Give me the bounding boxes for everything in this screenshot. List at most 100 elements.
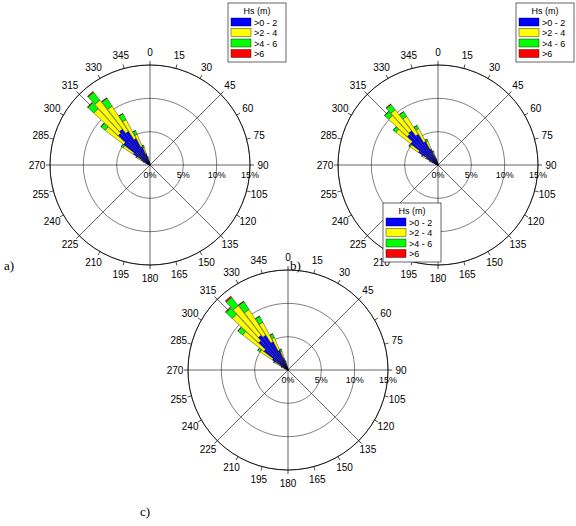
angle-tick xyxy=(123,262,124,266)
angle-label: 75 xyxy=(392,335,404,346)
rose-segment xyxy=(238,327,241,331)
rose-segment xyxy=(286,369,288,370)
rose-segment xyxy=(409,144,412,147)
angle-label: 315 xyxy=(62,80,79,91)
rose-segment xyxy=(424,141,438,165)
wave-rose: 0153045607590105120135150165180195210225… xyxy=(4,3,286,284)
angle-label: 300 xyxy=(182,308,199,319)
ring-label: 15% xyxy=(379,375,397,385)
angle-tick xyxy=(261,467,262,471)
rose-segment xyxy=(400,112,407,119)
angle-tick xyxy=(50,138,54,139)
rose-segment xyxy=(286,369,287,370)
legend-label: >6 xyxy=(254,49,264,59)
rose-segment xyxy=(239,302,249,313)
figure-root: 0153045607590105120135150165180195210225… xyxy=(0,0,576,526)
rose-segment xyxy=(432,151,433,152)
angle-label: 30 xyxy=(201,62,213,73)
angle-label: 165 xyxy=(459,269,476,280)
rose-segment xyxy=(425,139,428,142)
legend-label: >2 - 4 xyxy=(254,28,277,38)
wave-rose: 0153045607590105120135150165180195210225… xyxy=(290,3,574,284)
rose-segment xyxy=(149,163,150,165)
radial-grid xyxy=(338,165,438,166)
angle-label: 120 xyxy=(240,216,257,227)
ring-label: 5% xyxy=(465,170,478,180)
angle-label: 30 xyxy=(489,62,501,73)
rose-segment xyxy=(271,342,288,370)
legend-label: >4 - 6 xyxy=(254,39,277,49)
angle-tick xyxy=(98,75,100,78)
rose-segment xyxy=(263,335,288,370)
angle-tick xyxy=(338,138,342,139)
angle-tick xyxy=(236,457,238,460)
angle-label: 75 xyxy=(254,130,266,141)
rose-segment xyxy=(238,327,246,334)
rose-segment xyxy=(286,364,288,370)
rose-segment xyxy=(147,156,149,158)
angle-label: 90 xyxy=(395,365,407,376)
rose-segment xyxy=(225,307,230,312)
rose-segment xyxy=(437,163,438,164)
radial-grid xyxy=(79,165,150,236)
polar-frame xyxy=(50,65,250,265)
angle-label: 150 xyxy=(336,462,353,473)
rose-segment xyxy=(273,361,275,362)
angle-tick xyxy=(338,191,342,192)
legend-swatch xyxy=(519,29,539,37)
bars xyxy=(87,91,150,165)
radial-grid xyxy=(438,94,509,165)
angle-label: 45 xyxy=(224,80,236,91)
legend-box xyxy=(228,3,286,62)
polar-frame xyxy=(338,65,538,265)
angle-label: 300 xyxy=(44,103,61,114)
radial-grid xyxy=(150,165,151,265)
angle-label: 105 xyxy=(539,189,556,200)
rose-segment xyxy=(272,337,280,351)
rose-segment xyxy=(148,157,149,160)
angle-label: 15 xyxy=(312,255,324,266)
angle-tick xyxy=(236,280,238,283)
legend-box xyxy=(516,3,574,62)
ring-label: 10% xyxy=(346,375,364,385)
rose-segment xyxy=(119,113,123,116)
rose-segment xyxy=(259,322,273,343)
radial-grid xyxy=(150,165,250,166)
angle-label: 45 xyxy=(362,285,374,296)
angle-label: 225 xyxy=(62,239,79,250)
angle-tick xyxy=(464,262,465,266)
legend-swatch xyxy=(231,29,251,37)
angle-tick xyxy=(464,65,465,69)
angle-label: 0 xyxy=(435,47,441,58)
angle-tick xyxy=(288,470,289,474)
angle-label: 150 xyxy=(198,257,215,268)
rose-segment xyxy=(285,360,287,362)
legend-swatch xyxy=(386,229,406,237)
legend-title: Hs (m) xyxy=(532,6,559,16)
radial-grid xyxy=(79,94,150,165)
rose-segment xyxy=(147,156,149,157)
rose-segment xyxy=(87,102,92,107)
angle-tick xyxy=(364,91,367,94)
rose-segment xyxy=(136,156,137,157)
angle-label: 165 xyxy=(171,269,188,280)
rose-segment xyxy=(434,163,435,164)
rose-segment xyxy=(226,308,237,319)
angle-label: 345 xyxy=(400,50,417,61)
radial-grid xyxy=(217,299,288,370)
radial-grid xyxy=(288,370,388,371)
rose-segment xyxy=(425,139,427,141)
angle-label: 315 xyxy=(200,285,217,296)
angle-tick xyxy=(188,343,192,344)
ring-label: 15% xyxy=(241,170,259,180)
angle-tick xyxy=(46,165,50,166)
angle-tick xyxy=(438,61,439,65)
rose-segment xyxy=(143,162,145,163)
angle-label: 180 xyxy=(430,273,447,284)
radial-grid xyxy=(150,94,221,165)
radial-grid xyxy=(217,370,288,441)
rose-segment xyxy=(147,163,148,164)
legend-label: >0 - 2 xyxy=(542,18,565,28)
rose-segment xyxy=(285,362,286,365)
angle-label: 240 xyxy=(182,421,199,432)
